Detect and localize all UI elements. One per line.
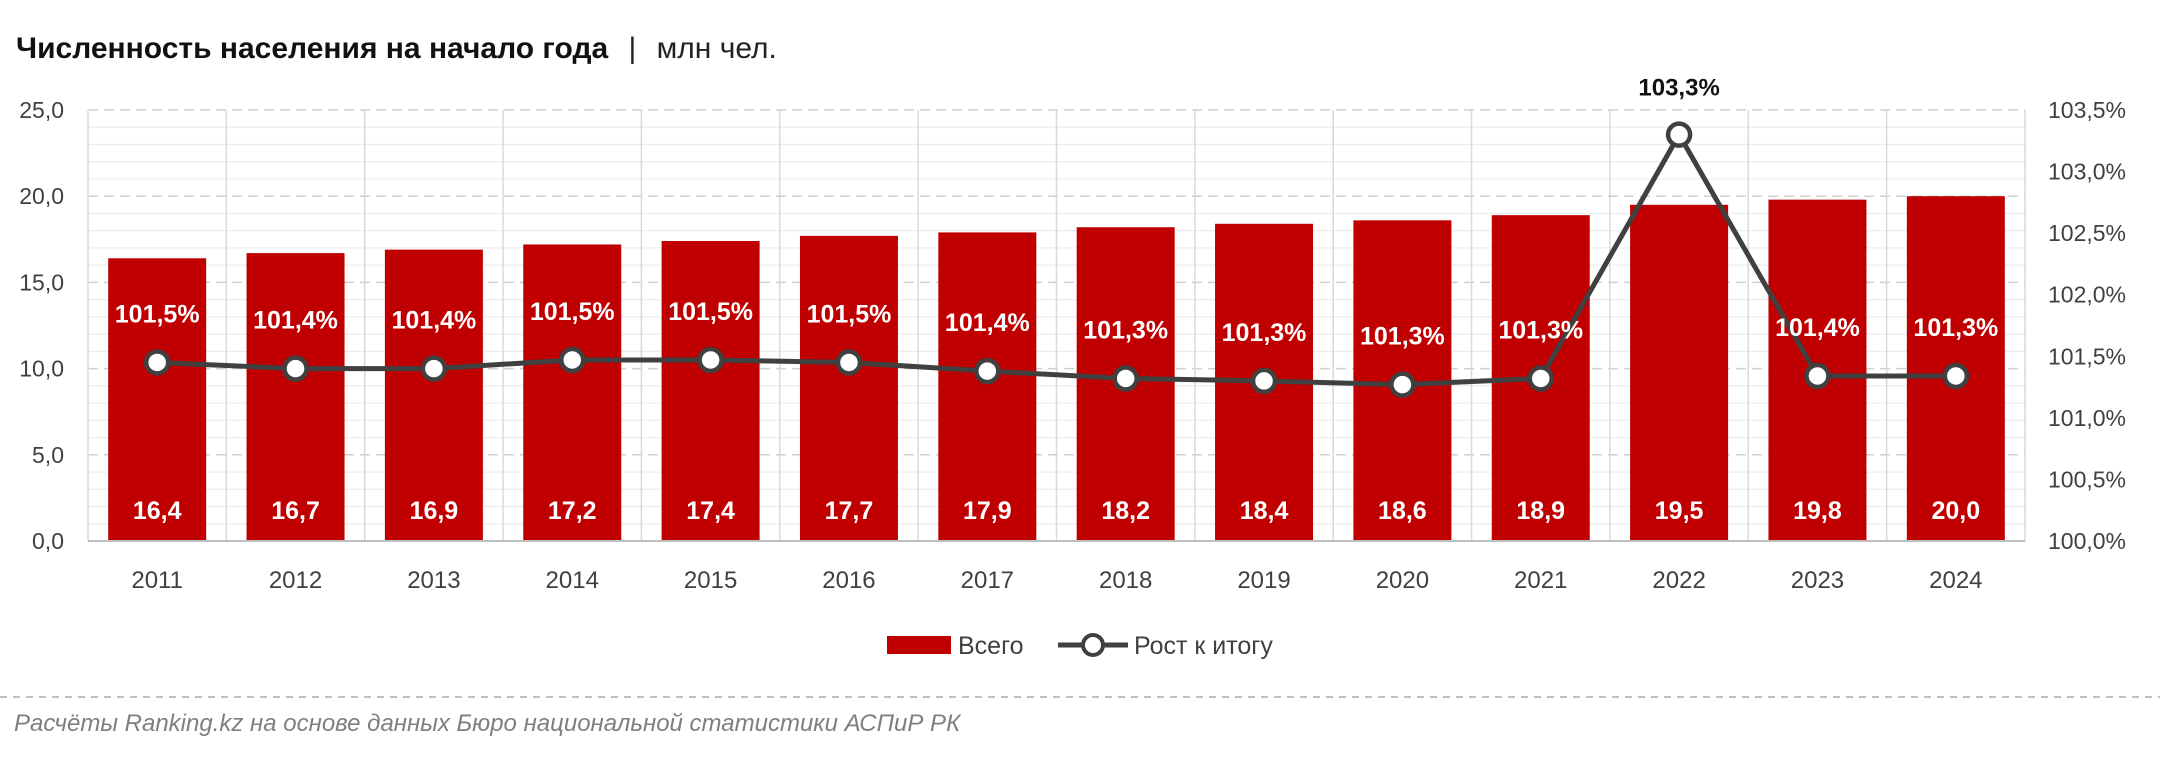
bar-labels: 16,4 16,7 16,9 17,2 17,4 17,7 17,9 18,2 18,4 18,6…: [133, 497, 1980, 525]
y-right-tick-label: 101,0%: [2048, 405, 2126, 431]
y-left-tick-label: 15,0: [19, 269, 64, 295]
x-tick-label: 2024: [1929, 567, 1982, 594]
y-right-tick-label: 103,5%: [2048, 97, 2126, 123]
bar-value-label: 17,7: [825, 497, 874, 525]
x-tick-label: 2023: [1791, 567, 1844, 594]
bar-value-label: 16,7: [271, 497, 320, 525]
bar-2013: [384, 249, 483, 542]
growth-point-2019: [1250, 367, 1278, 395]
growth-value-label: 101,5%: [115, 300, 200, 328]
bar-value-label: 18,6: [1378, 497, 1427, 525]
chart-title-line: Численность населения на начало года | м…: [16, 32, 777, 65]
growth-value-label: 101,3%: [1498, 316, 1583, 344]
bar-value-label: 18,4: [1240, 497, 1289, 525]
bar-2014: [523, 244, 622, 542]
y-left-tick-label: 5,0: [32, 442, 64, 468]
legend-bar-label: Всего: [958, 632, 1024, 660]
x-tick-label: 2016: [822, 567, 875, 594]
growth-value-label: 101,5%: [530, 298, 615, 326]
growth-point-2011: [143, 349, 171, 376]
bar-value-label: 16,9: [410, 497, 459, 525]
bar-2012: [246, 253, 345, 542]
bar-value-label: 20,0: [1931, 497, 1980, 525]
bar-value-label: 17,9: [963, 497, 1012, 525]
bar-2011: [108, 258, 207, 541]
legend: Всего Рост к итогу: [887, 632, 1273, 660]
x-tick-label: 2021: [1514, 567, 1567, 594]
growth-value-label: 103,3%: [1638, 75, 1719, 102]
y-right-tick-label: 100,0%: [2048, 528, 2126, 554]
y-left-tick-label: 10,0: [19, 356, 64, 382]
growth-point-2012: [282, 355, 309, 382]
bar-2017: [938, 232, 1037, 542]
y-left-tick-label: 25,0: [19, 97, 64, 123]
growth-point-2016: [835, 349, 863, 376]
chart-title-separator: |: [629, 32, 637, 65]
axes: 0,0 5,0 10,0 15,0 20,0 25,0 100,0% 100,5% 101,0%…: [19, 97, 2126, 594]
bar-value-label: 18,9: [1516, 497, 1565, 525]
source-note: Расчёты Ranking.kz на основе данных Бюро…: [14, 710, 962, 737]
line-series: [143, 121, 1970, 398]
growth-value-label: 101,4%: [1775, 314, 1860, 342]
x-tick-label: 2013: [407, 567, 460, 594]
x-tick-label: 2019: [1237, 567, 1290, 594]
legend-line-marker: [1081, 633, 1105, 657]
growth-point-2020: [1389, 371, 1416, 398]
x-tick-label: 2012: [269, 567, 322, 594]
grid: [87, 109, 2026, 541]
x-tick-label: 2018: [1099, 567, 1152, 594]
bar-value-label: 16,4: [133, 497, 182, 525]
growth-point-2018: [1112, 365, 1139, 392]
growth-line: [157, 132, 1956, 388]
growth-value-label: 101,4%: [253, 307, 338, 335]
y-right-tick-label: 101,5%: [2048, 343, 2126, 369]
growth-point-2022: [1665, 121, 1693, 148]
x-tick-label: 2020: [1376, 567, 1429, 594]
y-right-tick-label: 100,5%: [2048, 466, 2126, 492]
growth-value-label: 101,4%: [391, 307, 476, 335]
y-right-tick-label: 103,0%: [2048, 159, 2126, 185]
chart-unit: млн чел.: [657, 32, 777, 65]
growth-value-label: 101,4%: [945, 309, 1030, 337]
growth-point-2023: [1804, 362, 1831, 390]
growth-value-label: 101,3%: [1083, 316, 1168, 344]
bar-2015: [661, 241, 760, 542]
x-tick-label: 2022: [1652, 567, 1705, 594]
x-tick-label: 2014: [546, 567, 599, 594]
growth-value-label: 101,3%: [1913, 314, 1998, 342]
growth-point-2013: [420, 355, 448, 382]
x-tick-label: 2015: [684, 567, 737, 594]
bar-value-label: 17,2: [548, 497, 597, 525]
line-labels: 101,5% 101,4% 101,4% 101,5% 101,5% 101,5% 101,…: [115, 75, 1998, 351]
growth-point-2024: [1942, 362, 1970, 390]
legend-bar-swatch: [887, 636, 951, 654]
bar-2016: [799, 235, 898, 542]
y-right-tick-label: 102,0%: [2048, 282, 2126, 308]
growth-point-2021: [1527, 365, 1554, 392]
bar-value-label: 19,5: [1655, 497, 1704, 525]
bar-2022: [1630, 204, 1729, 541]
bar-value-label: 18,2: [1101, 497, 1150, 525]
growth-value-label: 101,5%: [668, 298, 753, 326]
growth-point-2015: [697, 346, 724, 374]
growth-value-label: 101,3%: [1222, 319, 1307, 347]
growth-value-label: 101,5%: [807, 300, 892, 328]
growth-value-label: 101,3%: [1360, 323, 1445, 351]
x-tick-label: 2011: [131, 567, 183, 594]
x-tick-label: 2017: [961, 567, 1014, 594]
bar-value-label: 19,8: [1793, 497, 1842, 525]
bar-series: [108, 196, 2005, 542]
chart-title: Численность населения на начало года: [16, 32, 608, 65]
growth-point-2014: [559, 346, 586, 374]
y-left-tick-label: 0,0: [32, 528, 64, 554]
bar-value-label: 17,4: [686, 497, 735, 525]
y-right-tick-label: 102,5%: [2048, 220, 2126, 246]
growth-point-2017: [974, 357, 1001, 385]
y-left-tick-label: 20,0: [19, 183, 64, 209]
legend-line-label: Рост к итогу: [1134, 632, 1273, 660]
